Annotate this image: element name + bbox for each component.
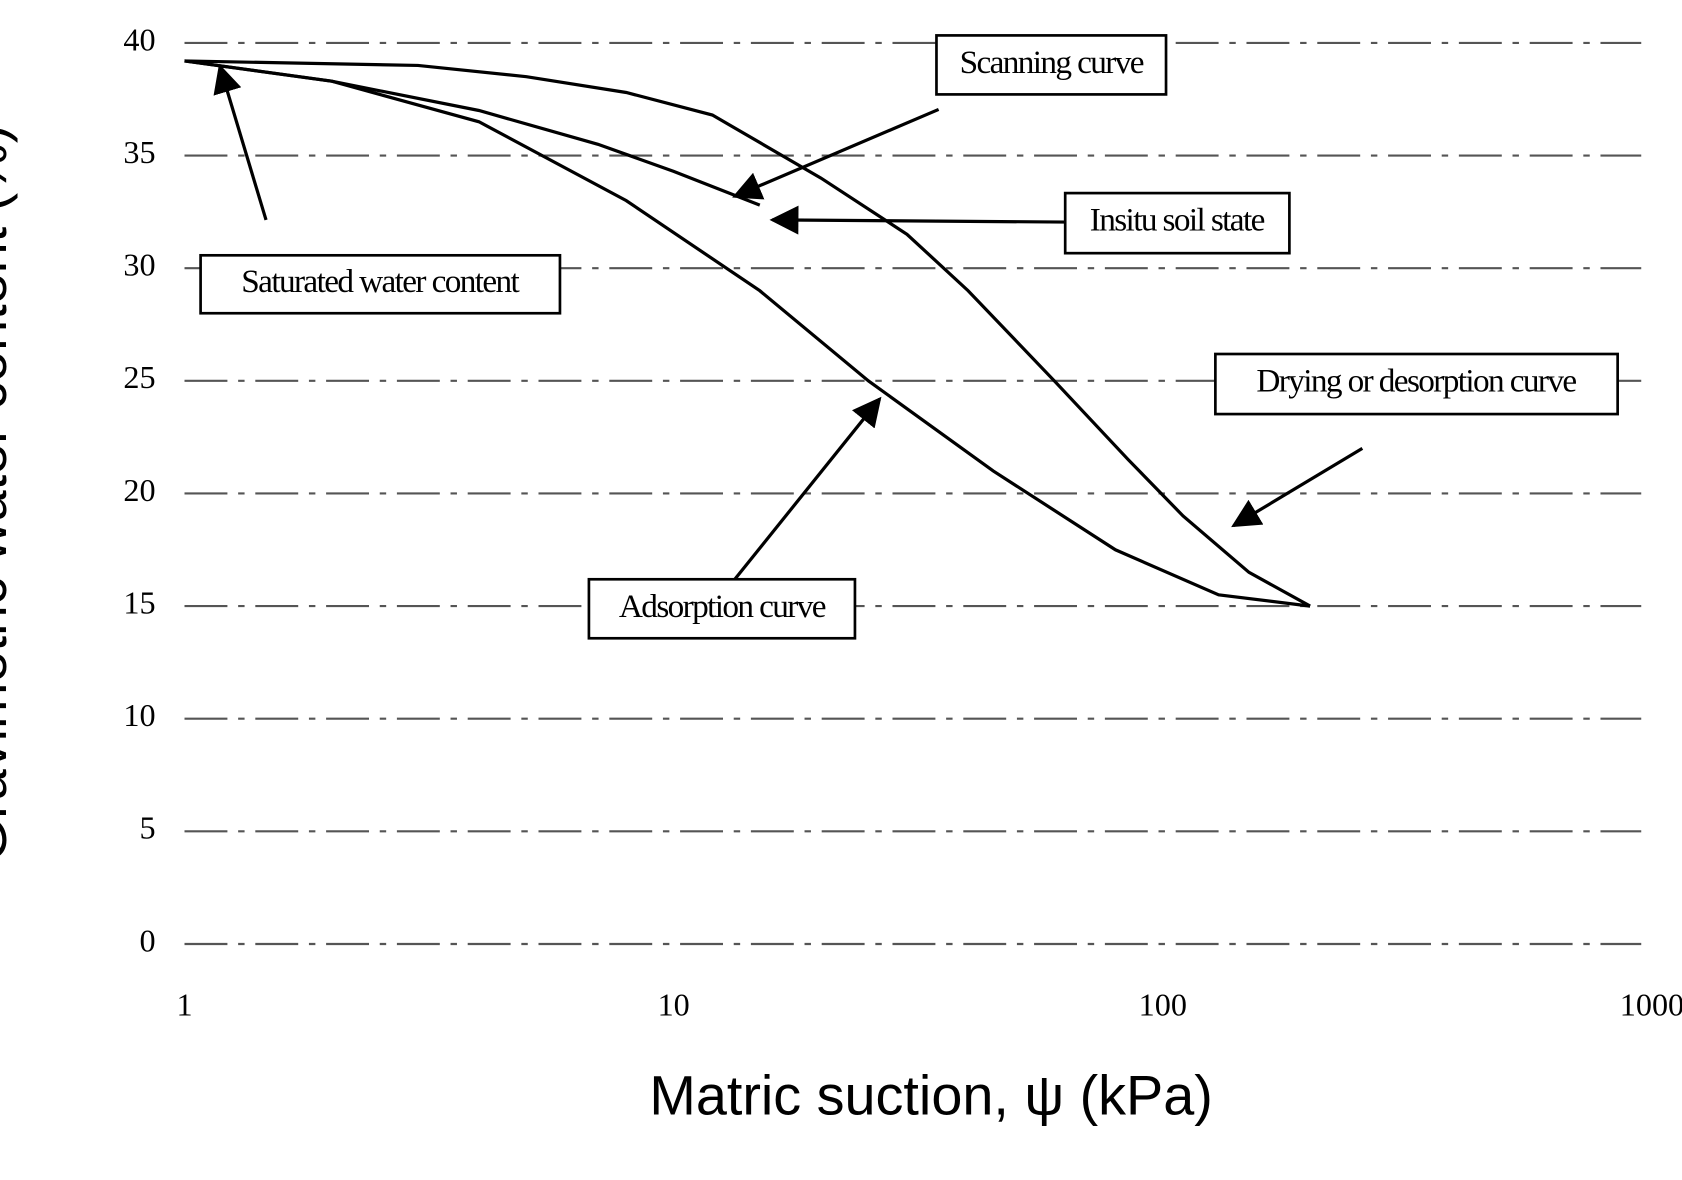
x-tick-label: 1 <box>176 987 192 1023</box>
y-tick-label: 25 <box>123 359 155 395</box>
pointer <box>732 107 940 200</box>
x-axis-title: Matric suction, ψ (kPa) <box>649 1064 1212 1126</box>
curves <box>184 59 1311 608</box>
annotation-box <box>199 253 562 315</box>
x-tick-label: 100 <box>1139 987 1187 1023</box>
y-tick-label: 30 <box>123 247 155 283</box>
y-axis-title: Gravimetric water content (%) <box>0 125 18 863</box>
annotation-box <box>1214 352 1619 416</box>
pointer <box>213 63 268 221</box>
x-tick-label: 1000 <box>1620 987 1682 1023</box>
annotations: Scanning curve Insitu soil state Saturat… <box>199 34 1619 640</box>
curve <box>184 59 1311 608</box>
annotation-box <box>1063 191 1291 255</box>
y-tick-label: 15 <box>123 584 155 620</box>
pointer <box>1231 447 1364 528</box>
y-tick-label: 5 <box>139 810 155 846</box>
x-tick-label: 10 <box>658 987 690 1023</box>
annotation-box <box>935 34 1168 96</box>
grid <box>184 41 1642 946</box>
annotation: Insitu soil state <box>1090 202 1265 239</box>
pointer <box>769 205 1066 235</box>
annotation: Scanning curve <box>960 44 1144 81</box>
annotation: Adsorption curve <box>619 588 826 625</box>
pointers <box>213 63 1364 581</box>
annotation: Drying or desorption curve <box>1256 363 1576 400</box>
y-tick-label: 0 <box>139 922 155 958</box>
y-tick-label: 40 <box>123 21 155 57</box>
y-tick-label: 20 <box>123 472 155 508</box>
pointer <box>733 396 882 581</box>
curve <box>184 59 761 207</box>
y-tick-label: 10 <box>123 697 155 733</box>
y-tick-label: 35 <box>123 134 155 170</box>
curve <box>184 59 1311 608</box>
annotation: Saturated water content <box>241 263 520 300</box>
annotation-box <box>587 577 857 640</box>
